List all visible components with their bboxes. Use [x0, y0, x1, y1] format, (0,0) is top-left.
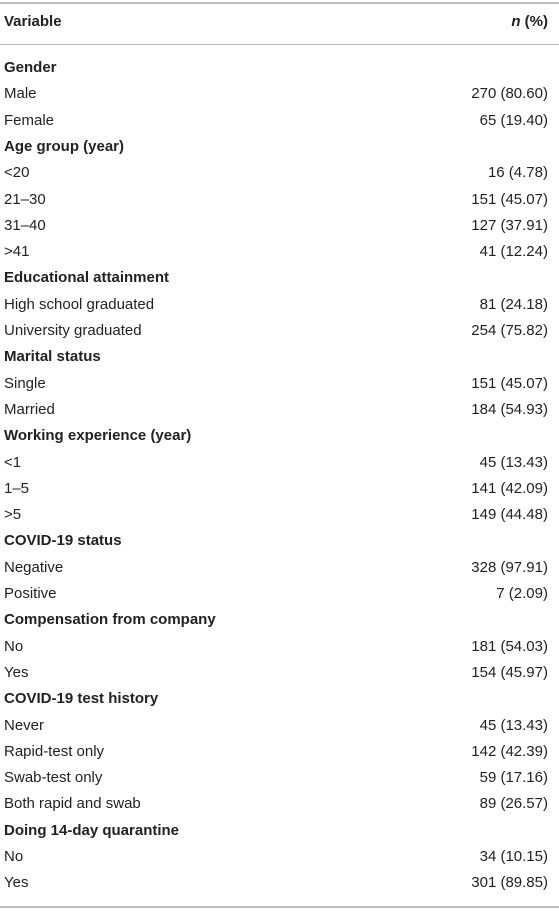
table-row: 1–5 141 (42.09)	[0, 476, 559, 502]
header-variable: Variable	[4, 13, 62, 30]
section-label: Working experience (year)	[4, 427, 192, 445]
row-label: Single	[4, 374, 46, 392]
row-label: Never	[4, 716, 45, 734]
row-label: Yes	[4, 663, 29, 681]
row-label: No	[4, 848, 24, 865]
section-label: COVID-19 status	[4, 532, 122, 550]
table-header-rule	[0, 44, 559, 45]
row-value: 34 (10.15)	[479, 848, 548, 865]
row-label: No	[4, 637, 24, 655]
table-row: No 181 (54.03)	[0, 634, 559, 660]
row-value: 154 (45.97)	[471, 663, 548, 681]
header-n-italic: n	[511, 13, 521, 30]
section-header-row: Working experience (year)	[0, 423, 559, 449]
table-row: Married 184 (54.93)	[0, 397, 559, 423]
section-label: COVID-19 test history	[4, 690, 159, 708]
row-label: 21–30	[4, 190, 46, 208]
row-label: Swab-test only	[4, 769, 103, 787]
row-label: Negative	[4, 558, 64, 576]
row-value: 328 (97.91)	[471, 558, 548, 576]
row-label: <1	[4, 453, 22, 471]
section-label: Compensation from company	[4, 611, 216, 629]
section-label: Doing 14-day quarantine	[4, 821, 180, 839]
section-header-row: COVID-19 test history	[0, 686, 559, 712]
section-label: Age group (year)	[4, 137, 125, 155]
section-header-row: Compensation from company	[0, 607, 559, 633]
table-row: 31–40 127 (37.91)	[0, 213, 559, 239]
row-value: 16 (4.78)	[487, 164, 548, 182]
table-row: >41 41 (12.24)	[0, 239, 559, 265]
row-value: 270 (80.60)	[471, 85, 548, 103]
table-row: Swab-test only 59 (17.16)	[0, 765, 559, 791]
row-value: 45 (13.43)	[479, 716, 548, 734]
row-label: Female	[4, 111, 55, 129]
row-label: Positive	[4, 585, 57, 602]
table-row: <20 16 (4.78)	[0, 160, 559, 186]
row-label: Married	[4, 400, 55, 418]
row-label: >5	[4, 506, 22, 524]
row-value: 301 (89.85)	[471, 874, 548, 892]
table-row: >5 149 (44.48)	[0, 502, 559, 528]
row-label: High school graduated	[4, 295, 155, 313]
row-label: Male	[4, 85, 37, 103]
row-value: 59 (17.16)	[479, 769, 548, 787]
table-row: <1 45 (13.43)	[0, 450, 559, 476]
row-value: 81 (24.18)	[479, 295, 548, 313]
row-value: 141 (42.09)	[471, 479, 548, 497]
row-label: 1–5	[4, 479, 30, 497]
table-row: Negative 328 (97.91)	[0, 555, 559, 581]
table-row: Rapid-test only 142 (42.39)	[0, 739, 559, 765]
header-n-percent: n (%)	[511, 9, 548, 35]
section-header-row: Age group (year)	[0, 134, 559, 160]
row-value: 65 (19.40)	[479, 111, 548, 129]
table-row: Yes 301 (89.85)	[0, 870, 559, 896]
row-label: University graduated	[4, 322, 142, 339]
section-label: Gender	[4, 59, 57, 76]
section-label: Marital status	[4, 348, 101, 366]
row-label: 31–40	[4, 216, 46, 234]
table-row: Both rapid and swab 89 (26.57)	[0, 791, 559, 817]
header-n-suffix: (%)	[520, 13, 548, 30]
row-value: 254 (75.82)	[471, 322, 548, 339]
row-label: Yes	[4, 874, 29, 892]
row-value: 127 (37.91)	[471, 216, 548, 234]
table-row: Yes 154 (45.97)	[0, 660, 559, 686]
row-value: 149 (44.48)	[471, 506, 548, 524]
table-row: No 34 (10.15)	[0, 844, 559, 870]
row-value: 89 (26.57)	[479, 795, 548, 813]
row-label: Rapid-test only	[4, 742, 105, 760]
section-header-row: Gender	[0, 55, 559, 81]
row-label: <20	[4, 164, 30, 182]
section-header-row: Doing 14-day quarantine	[0, 818, 559, 844]
row-value: 184 (54.93)	[471, 400, 548, 418]
row-value: 151 (45.07)	[471, 190, 548, 208]
table-top-rule	[0, 2, 559, 4]
table-row: Female 65 (19.40)	[0, 108, 559, 134]
table-row: Positive 7 (2.09)	[0, 581, 559, 607]
section-header-row: Marital status	[0, 344, 559, 370]
table-header-row: Variable n (%)	[0, 9, 559, 35]
row-value: 151 (45.07)	[471, 374, 548, 392]
table-row: University graduated 254 (75.82)	[0, 318, 559, 344]
row-value: 181 (54.03)	[471, 637, 548, 655]
row-value: 45 (13.43)	[479, 453, 548, 471]
table-row: 21–30 151 (45.07)	[0, 187, 559, 213]
row-value: 142 (42.39)	[471, 742, 548, 760]
table-row: Male 270 (80.60)	[0, 81, 559, 107]
row-value: 41 (12.24)	[479, 243, 548, 261]
table-bottom-rule	[0, 906, 559, 908]
row-value: 7 (2.09)	[496, 585, 548, 602]
section-header-row: COVID-19 status	[0, 528, 559, 554]
row-label: Both rapid and swab	[4, 795, 141, 813]
row-label: >41	[4, 243, 30, 261]
section-header-row: Educational attainment	[0, 265, 559, 291]
section-label: Educational attainment	[4, 269, 170, 287]
table-row: High school graduated 81 (24.18)	[0, 292, 559, 318]
table-row: Never 45 (13.43)	[0, 713, 559, 739]
table-row: Single 151 (45.07)	[0, 371, 559, 397]
